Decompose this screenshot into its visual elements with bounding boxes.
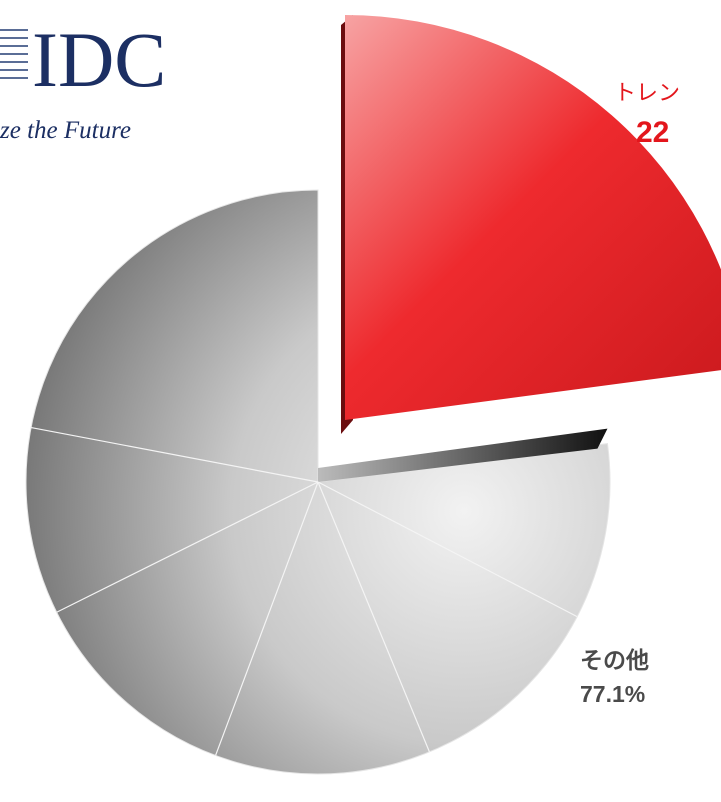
slice-label: トレン xyxy=(614,80,680,105)
logo-name: IDC xyxy=(32,16,166,103)
pie xyxy=(25,15,721,775)
slice-value-label: 22 xyxy=(636,116,669,149)
slice-divider xyxy=(215,481,319,756)
slice xyxy=(25,189,611,775)
logo-stripes xyxy=(0,29,28,79)
slice-value-label: 77.1% xyxy=(580,681,645,707)
slice-gap-edge xyxy=(318,428,608,482)
slice-divider xyxy=(317,481,430,753)
slice-label: その他 xyxy=(580,647,649,673)
slice-divider xyxy=(31,426,319,483)
logo: IDC ze the Future xyxy=(0,16,166,144)
slice-divider xyxy=(56,481,319,613)
logo-tagline: ze the Future xyxy=(0,117,131,144)
slice xyxy=(345,15,721,420)
slice-divider xyxy=(317,481,578,618)
